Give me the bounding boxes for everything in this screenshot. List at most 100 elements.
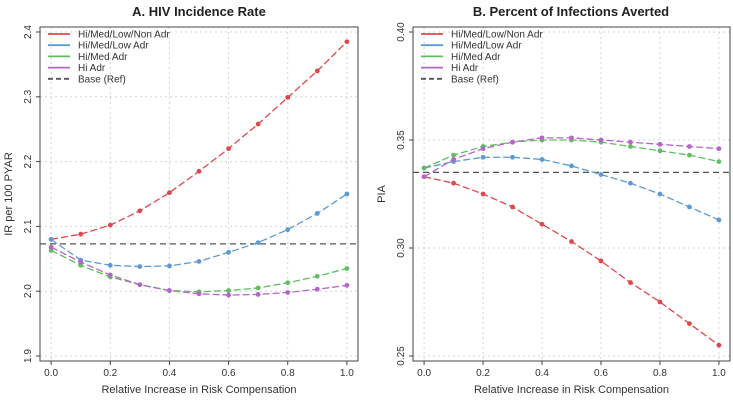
data-point <box>539 221 545 227</box>
data-point <box>344 282 350 288</box>
chart-title: A. HIV Incidence Rate <box>132 4 266 19</box>
series-line <box>50 249 348 293</box>
data-point <box>196 258 202 264</box>
series-hi-med-low-non-adr <box>421 174 722 348</box>
x-axis-label: Relative Increase in Risk Compensation <box>474 384 669 396</box>
x-tick-label: 0.0 <box>417 368 431 379</box>
data-point <box>628 144 633 149</box>
data-point <box>285 290 291 295</box>
data-point <box>569 163 574 169</box>
data-point <box>107 262 113 268</box>
data-point <box>598 137 604 143</box>
y-tick-label: 2.2 <box>23 154 34 168</box>
data-point <box>255 285 261 291</box>
data-point <box>137 208 143 214</box>
data-point <box>226 292 231 298</box>
series-hi-med-adr <box>48 247 350 295</box>
series-hi-adr <box>48 244 350 298</box>
y-tick-label: 0.30 <box>396 238 407 258</box>
data-point <box>196 168 202 174</box>
data-point <box>421 174 427 180</box>
legend-label: Hi/Med/Low/Non Adr <box>78 30 170 41</box>
data-point <box>48 244 54 250</box>
data-point <box>657 191 663 197</box>
data-point <box>167 263 172 269</box>
data-point <box>628 280 633 285</box>
x-tick-label: 0.6 <box>594 368 608 379</box>
data-point <box>78 231 84 237</box>
y-tick-label: 2.3 <box>23 89 34 103</box>
x-tick-label: 1.0 <box>340 368 354 379</box>
y-tick-label: 2.4 <box>23 25 34 39</box>
legend-label: Base (Ref) <box>451 74 499 85</box>
data-point <box>107 272 113 278</box>
data-point <box>344 266 350 271</box>
y-axis-label: IR per 100 PYAR <box>3 152 15 236</box>
x-tick-label: 0.4 <box>535 368 549 379</box>
data-point <box>48 236 54 242</box>
panel-b: 0.0 0.2 0.4 0.6 0.8 1.0 0.25 0.30 0.35 0.40 B. Per… <box>376 4 731 396</box>
data-point <box>539 135 545 141</box>
y-tick-label: 2.1 <box>23 219 34 233</box>
y-tick-label: 2.0 <box>23 284 34 298</box>
x-tick-label: 0.4 <box>162 368 176 379</box>
x-tick-label: 1.0 <box>712 368 726 379</box>
series-hi-med-low-non-adr <box>48 39 350 242</box>
legend-label: Hi/Med Adr <box>78 52 128 63</box>
data-point <box>480 154 486 160</box>
x-tick-label: 0.2 <box>476 368 490 379</box>
data-point <box>716 159 722 165</box>
data-point <box>344 39 350 45</box>
x-tick-label: 0.0 <box>44 368 58 379</box>
data-point <box>510 204 515 210</box>
data-point <box>255 121 261 127</box>
data-point <box>716 217 722 223</box>
data-point <box>137 264 143 269</box>
data-point <box>344 191 350 197</box>
data-point <box>421 165 427 171</box>
data-point <box>285 280 291 286</box>
data-point <box>226 146 231 152</box>
panel-a: 0.0 0.2 0.4 0.6 0.8 1.0 1.9 2.0 2.1 2.2 2.3 2.4 A. H… <box>3 4 359 396</box>
x-axis-label: Relative Increase in Risk Compensation <box>101 384 296 396</box>
data-point <box>137 282 143 288</box>
data-point <box>451 152 456 158</box>
data-point <box>687 144 692 149</box>
data-point <box>255 240 261 245</box>
data-point <box>196 291 202 297</box>
plot-frame <box>39 26 359 362</box>
data-point <box>314 211 320 216</box>
data-point <box>285 95 291 100</box>
data-point <box>687 204 692 210</box>
series-hi-med-low-adr <box>48 191 350 269</box>
data-point <box>285 227 291 233</box>
data-point <box>314 68 320 74</box>
y-tick-label: 0.25 <box>396 346 407 366</box>
data-point <box>598 172 604 177</box>
legend-label: Hi/Med/Low/Non Adr <box>451 30 543 41</box>
data-point <box>716 146 722 152</box>
data-point <box>167 288 172 293</box>
data-point <box>657 148 663 154</box>
y-tick-label: 1.9 <box>23 349 34 363</box>
series-line <box>423 156 720 221</box>
data-point <box>657 141 663 147</box>
data-point <box>167 190 172 196</box>
data-point <box>687 321 692 326</box>
series-line <box>50 246 347 296</box>
legend-label: Base (Ref) <box>78 74 126 85</box>
data-point <box>451 180 456 186</box>
data-point <box>569 135 574 141</box>
data-point <box>255 292 261 297</box>
data-point <box>598 258 604 264</box>
x-tick-label: 0.2 <box>103 368 117 379</box>
data-point <box>480 146 486 152</box>
data-point <box>314 286 320 292</box>
data-point <box>226 288 231 293</box>
series-hi-adr <box>421 135 722 180</box>
legend-label: Hi Adr <box>78 63 106 74</box>
